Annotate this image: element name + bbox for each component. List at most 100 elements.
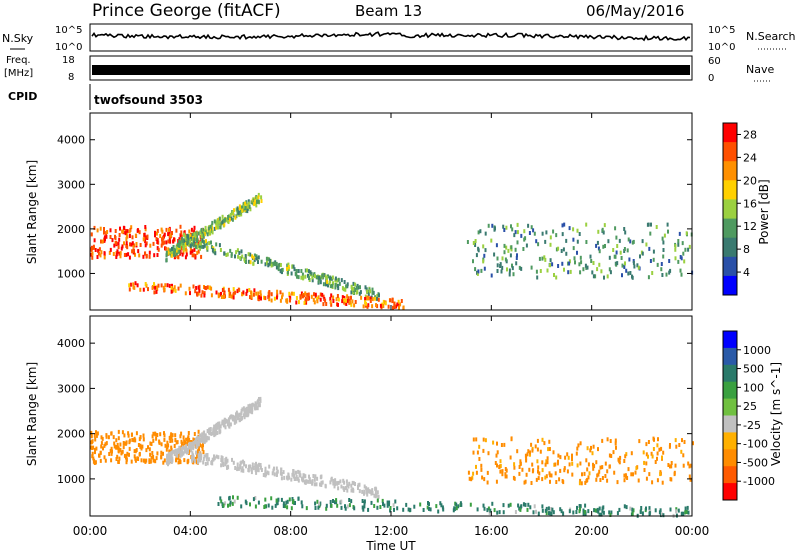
range-gate-cell [272, 261, 275, 266]
range-gate-cell [182, 435, 185, 440]
range-gate-cell [299, 473, 302, 478]
range-gate-cell [358, 482, 361, 487]
range-gate-cell [595, 477, 598, 482]
range-gate-cell [142, 458, 145, 463]
range-gate-cell [608, 464, 611, 469]
range-gate-cell [124, 441, 126, 446]
range-gate-cell [194, 245, 197, 249]
range-gate-cell [129, 242, 131, 247]
range-gate-cell [523, 229, 526, 234]
range-gate-cell [684, 510, 687, 515]
range-gate-cell [524, 453, 527, 458]
range-gate-cell [202, 435, 205, 440]
range-gate-cell [297, 469, 300, 474]
range-gate-cell [515, 261, 518, 266]
range-gate-cell [316, 299, 319, 304]
range-gate-cell [240, 249, 243, 254]
range-gate-cell [136, 283, 139, 288]
range-gate-cell [683, 440, 686, 444]
range-gate-cell [237, 210, 240, 215]
range-gate-cell [126, 451, 129, 456]
range-gate-cell [429, 507, 432, 512]
range-gate-cell [490, 273, 493, 278]
range-gate-cell [138, 253, 141, 258]
range-gate-cell [329, 480, 332, 485]
range-gate-cell [342, 298, 345, 302]
range-gate-cell [576, 505, 578, 510]
range-gate-cell [630, 472, 633, 477]
range-gate-cell [541, 256, 544, 261]
range-gate-cell [371, 290, 374, 295]
range-gate-cell [656, 478, 659, 483]
range-gate-cell [126, 245, 129, 250]
range-gate-cell [587, 475, 590, 480]
range-gate-cell [199, 437, 202, 442]
range-gate-cell [215, 242, 218, 247]
range-gate-cell [203, 232, 206, 237]
range-gate-cell [195, 436, 198, 441]
range-gate-cell [525, 456, 528, 461]
range-gate-cell [264, 504, 267, 509]
range-gate-cell [541, 231, 544, 236]
colorbar-swatch [723, 275, 737, 296]
range-gate-cell [168, 456, 171, 461]
range-gate-cell [267, 262, 270, 267]
range-gate-cell [552, 510, 555, 515]
range-gate-cell [383, 503, 386, 508]
range-gate-cell [206, 245, 209, 250]
range-gate-cell [680, 272, 683, 277]
range-gate-cell [189, 244, 192, 249]
range-gate-cell [469, 502, 472, 507]
range-gate-cell [556, 461, 559, 466]
range-gate-cell [114, 236, 117, 240]
range-gate-cell [163, 431, 165, 436]
range-gate-cell [234, 290, 237, 295]
range-gate-cell [692, 441, 694, 446]
range-gate-cell [188, 237, 190, 241]
range-gate-cell [562, 511, 565, 516]
range-gate-cell [255, 467, 258, 471]
range-gate-cell [624, 261, 626, 266]
range-gate-cell [228, 495, 231, 500]
range-gate-cell [264, 497, 267, 502]
range-gate-cell [196, 454, 199, 459]
range-gate-cell [229, 212, 232, 217]
range-gate-cell [128, 255, 131, 260]
colorbar-swatch [723, 199, 737, 219]
range-gate-cell [309, 270, 312, 275]
range-gate-cell [455, 506, 458, 511]
range-gate-cell [616, 511, 619, 516]
range-gate-cell [536, 447, 539, 452]
range-gate-cell [170, 432, 173, 437]
range-gate-cell [132, 285, 135, 290]
range-gate-cell [652, 249, 655, 254]
range-gate-cell [316, 296, 319, 301]
range-gate-cell [168, 227, 170, 232]
range-gate-cell [200, 437, 203, 442]
range-gate-cell [297, 275, 300, 280]
range-gate-cell [154, 233, 156, 238]
range-gate-cell [291, 264, 294, 269]
range-gate-cell [236, 248, 239, 253]
range-gate-cell [537, 465, 540, 470]
range-gate-cell [195, 450, 198, 455]
range-gate-cell [264, 262, 267, 267]
range-gate-cell [198, 454, 201, 458]
range-gate-cell [183, 449, 186, 454]
range-gate-cell [162, 460, 165, 465]
range-gate-cell [110, 451, 113, 456]
range-gate-cell [518, 506, 521, 511]
range-gate-cell [233, 417, 236, 422]
range-gate-cell [321, 273, 324, 278]
range-gate-cell [688, 474, 691, 479]
nsearch-label: N.Search [746, 30, 796, 43]
range-gate-cell [285, 500, 288, 505]
range-gate-cell [175, 251, 178, 256]
range-gate-cell [347, 484, 350, 489]
range-gate-cell [545, 459, 548, 464]
range-gate-cell [500, 269, 503, 274]
range-gate-cell [132, 248, 135, 253]
range-gate-cell [109, 235, 112, 239]
range-gate-cell [196, 242, 199, 247]
